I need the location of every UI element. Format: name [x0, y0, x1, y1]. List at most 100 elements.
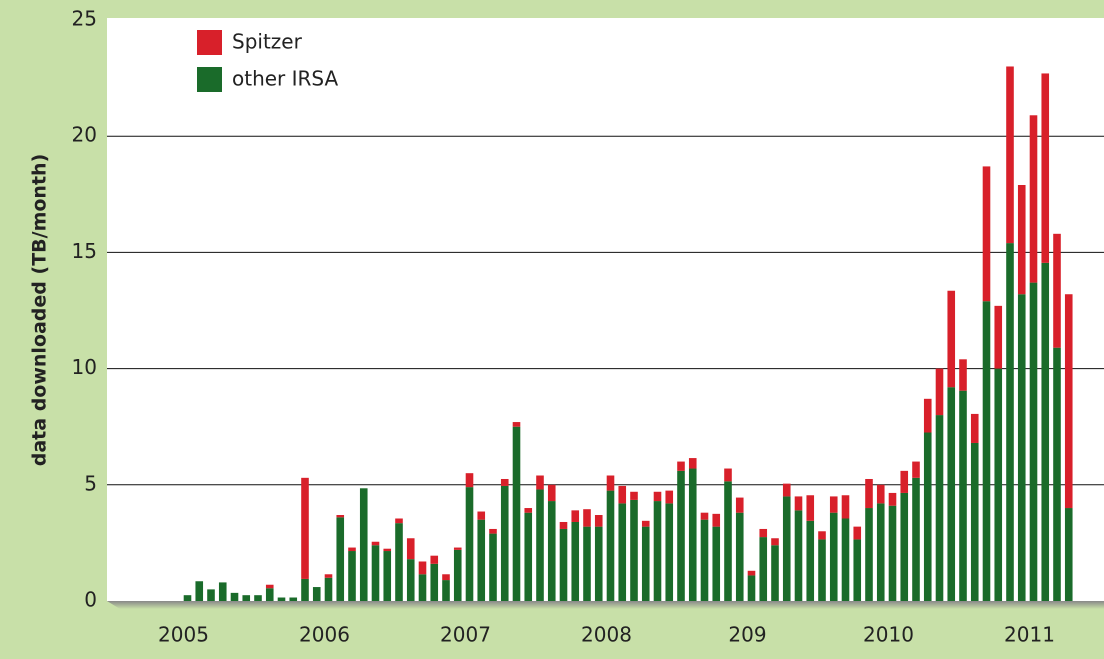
bar-segment	[771, 538, 779, 546]
x-tick-label: 2007	[440, 623, 491, 647]
bar-segment	[900, 470, 909, 493]
bar-segment	[442, 580, 450, 601]
bar-segment	[383, 548, 392, 552]
bar-segment	[900, 492, 909, 601]
bar-segment	[888, 492, 897, 506]
bar-segment	[912, 461, 920, 478]
bar-segment	[547, 501, 556, 601]
bar-segment	[336, 515, 345, 518]
bar-segment	[489, 533, 497, 601]
bar-segment	[1064, 294, 1073, 509]
bar-segment	[841, 495, 850, 519]
bar-segment	[876, 503, 885, 601]
bar-segment	[348, 551, 356, 601]
bar-segment	[735, 512, 744, 601]
bar-segment	[935, 368, 944, 416]
bar-segment	[242, 595, 251, 601]
bar-segment	[876, 484, 885, 504]
bar-segment	[500, 478, 509, 486]
bar-segment	[1041, 262, 1050, 601]
bar-segment	[759, 537, 768, 601]
bar-segment	[829, 512, 838, 601]
bar-segment	[406, 559, 415, 601]
bar-segment	[536, 489, 544, 601]
bar-segment	[265, 588, 274, 601]
bar-segment	[183, 595, 192, 601]
bar-segment	[947, 290, 956, 388]
bar-segment	[735, 497, 744, 513]
bar-segment	[747, 575, 756, 601]
bar-segment	[547, 484, 556, 502]
bar-segment	[641, 526, 650, 601]
bar-segment	[923, 432, 932, 601]
y-tick-label: 15	[72, 239, 97, 263]
legend-label: other IRSA	[232, 67, 339, 91]
bar-segment	[418, 561, 427, 575]
bar-segment	[324, 577, 333, 601]
y-tick-label: 20	[72, 123, 97, 147]
x-tick-label: 2011	[1004, 623, 1055, 647]
legend-label: Spitzer	[232, 30, 303, 54]
bar-segment	[430, 555, 439, 564]
bar-segment	[1053, 347, 1061, 601]
bar-segment	[724, 481, 732, 601]
bar-segment	[630, 499, 638, 601]
x-tick-label: 2005	[158, 623, 209, 647]
bar-segment	[1029, 282, 1038, 601]
bar-segment	[524, 512, 533, 601]
bar-segment	[583, 526, 591, 601]
x-tick-label: 2006	[299, 623, 350, 647]
bar-segment	[465, 473, 474, 488]
bar-segment	[395, 518, 403, 524]
bar-segment	[559, 528, 568, 601]
bar-segment	[324, 574, 333, 578]
plot-floor	[107, 601, 1104, 609]
bar-segment	[665, 503, 674, 601]
bar-segment	[301, 578, 309, 601]
bar-segment	[959, 390, 967, 601]
y-tick-label: 0	[84, 588, 97, 612]
bar-segment	[618, 485, 627, 504]
bar-segment	[829, 496, 838, 513]
bar-segment	[724, 468, 732, 482]
bar-segment	[923, 398, 932, 433]
bar-segment	[1041, 73, 1050, 263]
bar-segment	[230, 592, 239, 601]
bar-segment	[782, 483, 791, 497]
y-tick-label: 5	[84, 471, 97, 495]
bar-segment	[818, 539, 826, 601]
bar-segment	[383, 551, 392, 601]
bar-segment	[700, 519, 709, 601]
bar-segment	[782, 496, 791, 601]
bar-segment	[947, 387, 956, 601]
bar-segment	[688, 458, 697, 469]
bar-segment	[289, 597, 298, 601]
bar-segment	[1006, 66, 1014, 244]
bar-segment	[265, 584, 274, 589]
bar-segment	[359, 488, 368, 601]
bar-segment	[512, 422, 521, 427]
bar-segment	[688, 468, 697, 601]
bar-segment	[865, 508, 873, 601]
bar-segment	[853, 539, 862, 601]
bar-segment	[712, 513, 721, 527]
bar-segment	[982, 301, 991, 601]
bar-segment	[794, 496, 803, 511]
bar-segment	[477, 511, 486, 520]
bar-segment	[1017, 294, 1026, 601]
bar-segment	[418, 574, 427, 601]
bar-segment	[559, 521, 568, 529]
bar-segment	[207, 589, 215, 601]
bar-segment	[970, 413, 979, 443]
bar-segment	[771, 545, 779, 601]
bar-segment	[395, 523, 403, 601]
legend-swatch	[197, 30, 222, 55]
bar-segment	[606, 490, 615, 601]
bar-segment	[571, 521, 580, 601]
bar-segment	[453, 549, 462, 601]
bar-segment	[677, 461, 685, 471]
bar-segment	[348, 547, 356, 552]
bar-segment	[442, 574, 450, 581]
bar-segment	[489, 528, 497, 534]
